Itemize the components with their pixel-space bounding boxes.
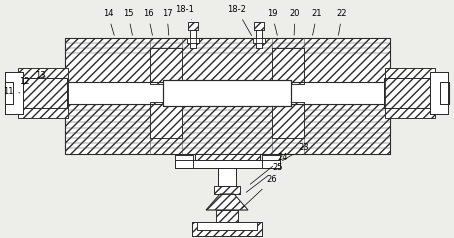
Bar <box>384 78 446 108</box>
Bar <box>218 168 236 186</box>
Bar <box>384 78 446 108</box>
Bar <box>197 222 257 230</box>
Bar <box>5 82 449 104</box>
Bar <box>150 48 182 84</box>
Bar <box>175 155 193 168</box>
Bar <box>254 22 264 30</box>
Bar <box>65 104 390 154</box>
Text: 19: 19 <box>267 10 277 35</box>
Bar <box>5 72 23 114</box>
Text: 26: 26 <box>242 175 277 208</box>
Bar <box>272 102 304 138</box>
Text: 14: 14 <box>103 10 114 35</box>
Bar <box>254 22 264 30</box>
Text: 15: 15 <box>123 10 133 35</box>
Bar <box>256 30 262 48</box>
Bar <box>5 82 13 104</box>
Bar <box>216 210 238 222</box>
Bar <box>430 72 448 114</box>
Text: 25: 25 <box>246 164 283 192</box>
Bar <box>175 155 193 168</box>
Bar <box>218 168 236 186</box>
Bar <box>175 160 280 168</box>
Bar <box>190 30 196 48</box>
Bar <box>65 38 390 90</box>
Bar <box>5 78 67 108</box>
Bar <box>163 80 291 106</box>
Text: 21: 21 <box>312 10 322 35</box>
Bar <box>163 80 291 106</box>
Bar <box>385 68 435 118</box>
Bar <box>214 186 240 194</box>
Text: 23: 23 <box>282 144 309 161</box>
Text: 13: 13 <box>35 70 45 79</box>
Bar <box>65 38 390 90</box>
Bar <box>214 186 240 194</box>
Bar <box>65 104 390 154</box>
Text: 20: 20 <box>290 10 300 35</box>
Bar <box>188 22 198 30</box>
Bar <box>5 82 13 104</box>
Text: 17: 17 <box>162 10 173 35</box>
Bar <box>256 30 262 48</box>
Bar <box>253 38 265 43</box>
Bar <box>430 72 448 114</box>
Bar <box>150 102 182 138</box>
Bar <box>187 38 199 43</box>
Bar <box>150 48 182 84</box>
Bar <box>262 155 280 168</box>
Bar <box>18 68 68 118</box>
Bar <box>5 72 23 114</box>
Bar <box>192 222 262 236</box>
Bar <box>440 82 448 104</box>
Text: 12: 12 <box>19 78 29 86</box>
Bar <box>190 30 196 48</box>
Bar <box>150 102 182 138</box>
Text: 18-2: 18-2 <box>227 5 252 36</box>
Bar <box>197 222 257 230</box>
Bar <box>175 160 280 168</box>
Text: 18-1: 18-1 <box>176 5 194 20</box>
Text: 22: 22 <box>337 10 347 35</box>
Bar <box>216 210 238 222</box>
Bar <box>440 82 448 104</box>
Bar <box>253 38 265 43</box>
Bar <box>272 48 304 84</box>
Polygon shape <box>206 194 248 210</box>
Bar <box>192 222 262 236</box>
Bar <box>188 22 198 30</box>
Bar <box>5 82 449 104</box>
Bar <box>385 68 435 118</box>
Bar <box>272 102 304 138</box>
Bar <box>272 48 304 84</box>
Text: 11: 11 <box>3 86 20 95</box>
Bar <box>195 154 260 166</box>
Bar <box>18 68 68 118</box>
Bar <box>5 78 67 108</box>
Text: 24: 24 <box>250 154 288 184</box>
Bar <box>262 155 280 168</box>
Text: 16: 16 <box>143 10 153 35</box>
Bar <box>187 38 199 43</box>
Bar <box>195 154 260 166</box>
